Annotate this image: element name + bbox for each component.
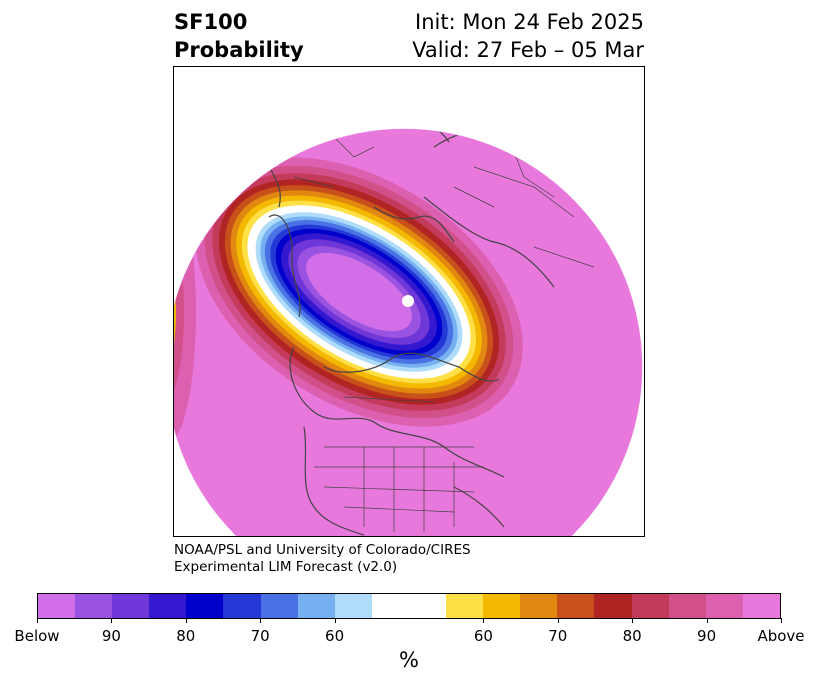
chart-title: SF100 Probability bbox=[174, 8, 304, 64]
colorbar-tick-label: Below bbox=[14, 627, 60, 645]
colorbar-tick-label: Above bbox=[757, 627, 805, 645]
colorbar-segment bbox=[38, 594, 76, 618]
colorbar-segment bbox=[446, 594, 484, 618]
colorbar-segment bbox=[705, 594, 743, 618]
colorbar-segment bbox=[260, 594, 298, 618]
colorbar-segment bbox=[520, 594, 558, 618]
colorbar-segment bbox=[297, 594, 335, 618]
credit-line-2: Experimental LIM Forecast (v2.0) bbox=[174, 559, 398, 575]
colorbar-tick-mark bbox=[558, 618, 559, 623]
colorbar-tick-label: 70 bbox=[548, 627, 568, 645]
colorbar-segment bbox=[668, 594, 706, 618]
colorbar-segment bbox=[186, 594, 224, 618]
colorbar-segment bbox=[631, 594, 669, 618]
colorbar-tick-label: 90 bbox=[101, 627, 121, 645]
anomaly-contours bbox=[195, 157, 523, 427]
colorbar-tick-mark bbox=[111, 618, 112, 623]
pole-marker bbox=[402, 295, 414, 307]
colorbar-tick-mark bbox=[260, 618, 261, 623]
init-date: Init: Mon 24 Feb 2025 bbox=[415, 10, 644, 34]
colorbar-tick-mark bbox=[781, 618, 782, 623]
forecast-dates: Init: Mon 24 Feb 2025 Valid: 27 Feb – 05… bbox=[412, 8, 644, 64]
colorbar-tick-mark bbox=[37, 618, 38, 623]
title-line-2: Probability bbox=[174, 38, 304, 62]
colorbar-segment bbox=[371, 594, 447, 618]
colorbar-tick-label: 60 bbox=[473, 627, 493, 645]
colorbar-segment bbox=[75, 594, 113, 618]
colorbar-tick-label: 80 bbox=[622, 627, 642, 645]
colorbar-tick-label: 80 bbox=[176, 627, 196, 645]
colorbar-tick-mark bbox=[632, 618, 633, 623]
colorbar-segment bbox=[742, 594, 780, 618]
colorbar-tick-label: 60 bbox=[325, 627, 345, 645]
colorbar-segment bbox=[149, 594, 187, 618]
map-panel bbox=[173, 66, 645, 537]
colorbar-segment bbox=[557, 594, 595, 618]
colorbar-segment bbox=[594, 594, 632, 618]
credit-line-1: NOAA/PSL and University of Colorado/CIRE… bbox=[174, 542, 471, 558]
colorbar-segment bbox=[223, 594, 261, 618]
colorbar-segment bbox=[334, 594, 372, 618]
colorbar bbox=[37, 593, 781, 619]
credit-text: NOAA/PSL and University of Colorado/CIRE… bbox=[174, 542, 471, 576]
colorbar-tick-mark bbox=[483, 618, 484, 623]
colorbar-tick-mark bbox=[707, 618, 708, 623]
valid-range: Valid: 27 Feb – 05 Mar bbox=[412, 38, 644, 62]
colorbar-tick-mark bbox=[335, 618, 336, 623]
probability-map bbox=[174, 128, 643, 536]
colorbar-tick-label: 90 bbox=[697, 627, 717, 645]
colorbar-segment bbox=[112, 594, 150, 618]
colorbar-units: % bbox=[399, 648, 419, 672]
colorbar-tick-mark bbox=[186, 618, 187, 623]
colorbar-tick-label: 70 bbox=[250, 627, 270, 645]
colorbar-segment bbox=[483, 594, 521, 618]
title-line-1: SF100 bbox=[174, 10, 248, 34]
